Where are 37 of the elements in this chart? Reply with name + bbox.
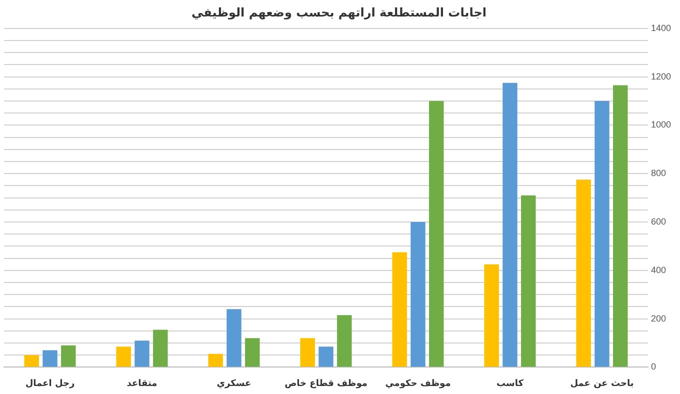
bar	[484, 264, 499, 367]
bar	[153, 330, 168, 367]
bar	[208, 354, 223, 367]
x-tick-label: موظف حكومي	[385, 378, 451, 389]
bar	[226, 309, 242, 367]
y-tick-label: 1400	[650, 22, 672, 33]
bar	[61, 345, 76, 367]
bar	[410, 222, 426, 367]
bar	[42, 350, 58, 367]
bar	[134, 340, 150, 367]
x-tick-label: كاسب	[496, 378, 524, 389]
bar	[429, 101, 444, 367]
bar	[594, 101, 610, 367]
chart-title: اجابات المستطلعة اراتهم بحسب وضعهم الوظيفي	[192, 5, 486, 20]
bar	[576, 180, 591, 367]
bar	[318, 346, 334, 367]
x-tick-label: موظف قطاع خاص	[284, 378, 368, 389]
x-tick-label: عسكري	[216, 378, 252, 389]
y-tick-label: 800	[650, 168, 666, 178]
bar	[613, 85, 628, 367]
bar	[337, 315, 352, 367]
x-tick-label: متقاعد	[126, 378, 158, 389]
bar	[521, 195, 536, 367]
bar	[502, 82, 518, 367]
bar	[392, 252, 407, 367]
x-tick-label: رجل اعمال	[25, 378, 75, 389]
y-tick-label: 200	[650, 313, 666, 324]
y-tick-label: 400	[650, 264, 666, 275]
y-tick-label: 1000	[650, 120, 672, 130]
y-tick-label: 1200	[650, 71, 672, 82]
x-tick-label: باحث عن عمل	[570, 378, 634, 389]
y-tick-label: 0	[650, 362, 656, 372]
bar	[116, 346, 131, 367]
bar	[300, 338, 315, 367]
bar	[24, 355, 39, 367]
bar	[245, 338, 260, 367]
y-tick-label: 600	[650, 216, 666, 226]
